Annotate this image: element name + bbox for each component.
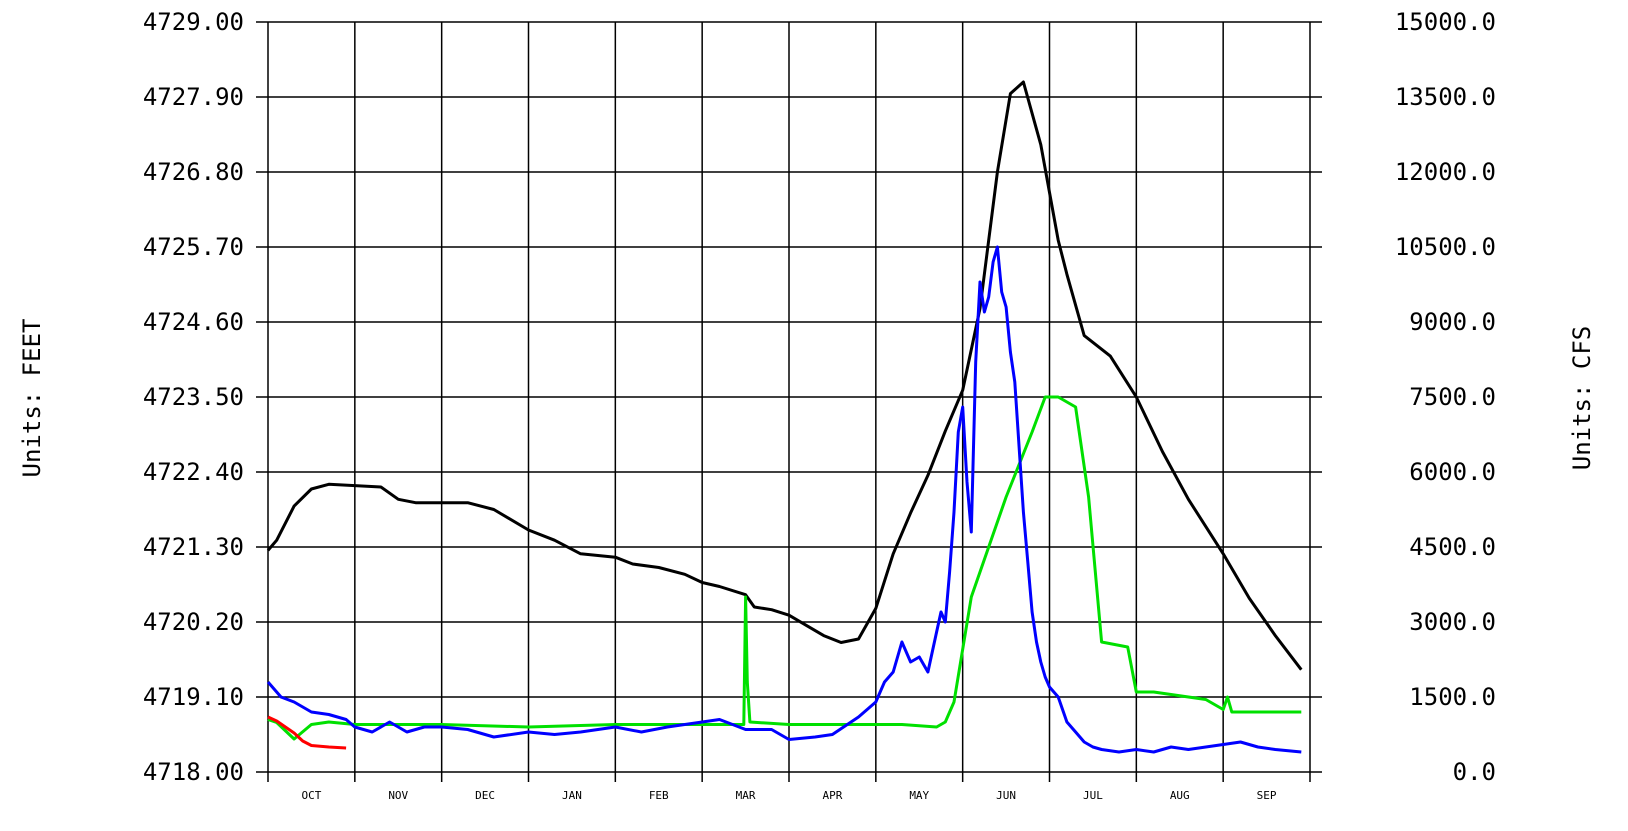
left-axis-ticks: 4718.00 4719.10 4720.20 4721.30 4722.40 4723.… xyxy=(143,8,244,786)
y-right-tick-label: 4500.0 xyxy=(1409,533,1496,561)
month-label: JUN xyxy=(996,789,1016,802)
right-axis-ticks: 0.0 1500.0 3000.0 4500.0 6000.0 7500.0 9000.0 1… xyxy=(1395,8,1496,786)
y-right-tick-label: 13500.0 xyxy=(1395,83,1496,111)
y-right-tick-label: 9000.0 xyxy=(1409,308,1496,336)
month-label: MAR xyxy=(736,789,756,802)
month-label: NOV xyxy=(388,789,408,802)
y-right-tick-label: 15000.0 xyxy=(1395,8,1496,36)
y-right-tick-label: 10500.0 xyxy=(1395,233,1496,261)
y-left-tick-label: 4724.60 xyxy=(143,308,244,336)
y-left-tick-label: 4718.00 xyxy=(143,758,244,786)
y-right-tick-label: 7500.0 xyxy=(1409,383,1496,411)
y-right-tick-label: 0.0 xyxy=(1453,758,1496,786)
month-label: JUL xyxy=(1083,789,1103,802)
y-left-tick-label: 4725.70 xyxy=(143,233,244,261)
series-group xyxy=(268,82,1301,752)
month-label: DEC xyxy=(475,789,495,802)
y-left-tick-label: 4729.00 xyxy=(143,8,244,36)
y-right-tick-label: 1500.0 xyxy=(1409,683,1496,711)
series-line-1 xyxy=(268,82,1301,670)
month-label: FEB xyxy=(649,789,669,802)
month-label: MAY xyxy=(909,789,929,802)
y-axis-right-title: Units: CFS xyxy=(1568,326,1596,471)
month-label: OCT xyxy=(301,789,321,802)
y-right-tick-label: 3000.0 xyxy=(1409,608,1496,636)
y-left-tick-label: 4723.50 xyxy=(143,383,244,411)
y-left-tick-label: 4721.30 xyxy=(143,533,244,561)
month-label: AUG xyxy=(1170,789,1190,802)
y-right-tick-label: 12000.0 xyxy=(1395,158,1496,186)
y-left-tick-label: 4727.90 xyxy=(143,83,244,111)
y-left-tick-label: 4722.40 xyxy=(143,458,244,486)
month-label: SEP xyxy=(1257,789,1277,802)
y-left-tick-label: 4719.10 xyxy=(143,683,244,711)
month-label: JAN xyxy=(562,789,582,802)
y-axis-left-title: Units: FEET xyxy=(18,319,46,478)
series-line-2 xyxy=(268,397,1301,739)
y-left-tick-label: 4726.80 xyxy=(143,158,244,186)
month-label: APR xyxy=(822,789,842,802)
y-right-tick-label: 6000.0 xyxy=(1409,458,1496,486)
grid xyxy=(256,22,1322,782)
x-axis-months: OCT NOV DEC JAN FEB MAR APR MAY JUN JUL AUG SEP xyxy=(301,789,1276,802)
y-left-tick-label: 4720.20 xyxy=(143,608,244,636)
